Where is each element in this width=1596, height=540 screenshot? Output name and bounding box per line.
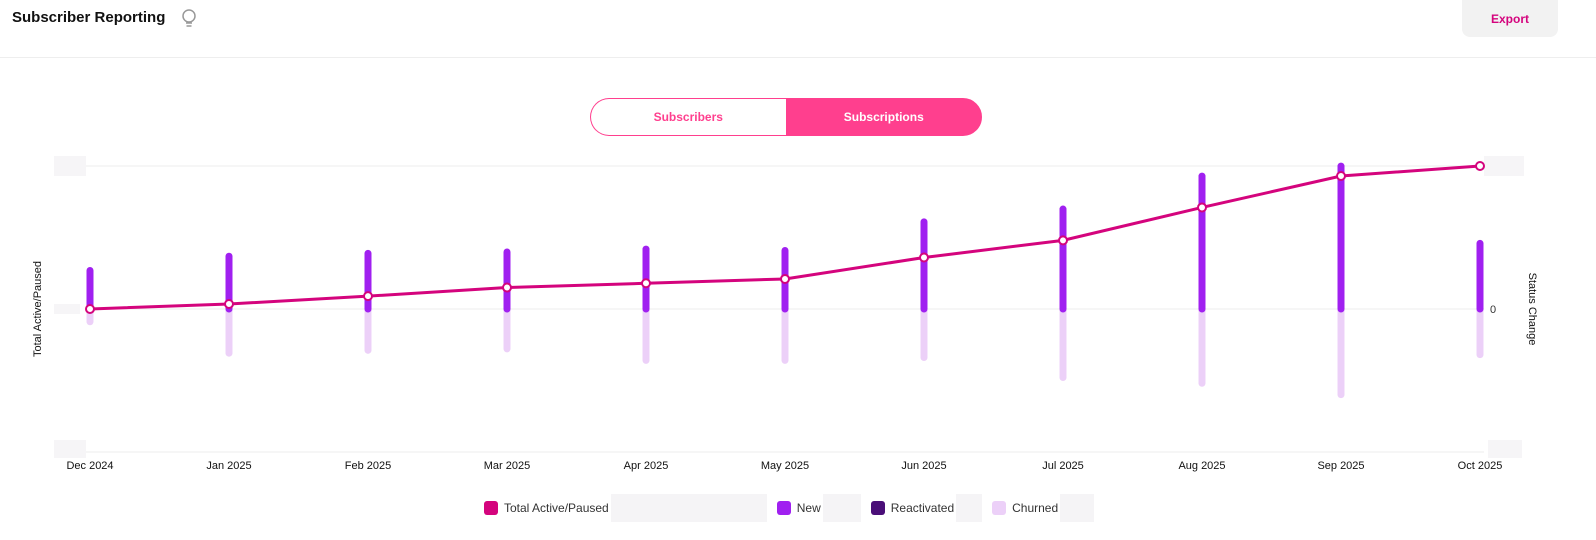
- new-bar-base: [364, 306, 372, 309]
- new-bar-base: [1476, 306, 1484, 309]
- redacted-tick: [1488, 440, 1522, 458]
- new-bar-base: [642, 306, 650, 309]
- total-point: [1475, 161, 1485, 171]
- y-axis-right-label: Status Change: [1526, 273, 1538, 346]
- total-point: [85, 304, 95, 314]
- new-bar-base: [1337, 306, 1345, 309]
- redacted-tick: [1484, 156, 1524, 176]
- header: Subscriber Reporting Export: [0, 0, 1596, 58]
- x-tick-label: Mar 2025: [484, 460, 530, 472]
- total-swatch: [484, 501, 498, 515]
- new-bar-base: [1059, 306, 1067, 309]
- view-toggle: Subscribers Subscriptions: [590, 98, 982, 136]
- legend-label: New: [796, 501, 821, 515]
- redacted-value: [1060, 494, 1095, 522]
- legend-item-reactivated[interactable]: Reactivated: [870, 494, 983, 522]
- x-tick-label: Oct 2025: [1458, 460, 1503, 472]
- y-axis-left-label: Total Active/Paused: [32, 261, 44, 357]
- redacted-tick: [54, 156, 86, 176]
- total-point: [363, 291, 373, 302]
- x-tick-label: Feb 2025: [345, 460, 391, 472]
- reactivated-swatch: [870, 501, 885, 515]
- x-tick-label: May 2025: [761, 460, 809, 472]
- x-tick-label: Sep 2025: [1317, 460, 1364, 472]
- right-tick-label: 0: [1490, 304, 1496, 316]
- x-tick-label: Jun 2025: [901, 460, 946, 472]
- legend-label: Total Active/Paused: [504, 501, 609, 515]
- redacted-tick: [54, 440, 86, 458]
- x-tick-label: Jul 2025: [1042, 460, 1084, 472]
- legend-item-new[interactable]: New: [776, 494, 861, 522]
- legend-label: Reactivated: [890, 501, 955, 515]
- legend-item-churned[interactable]: Churned: [992, 494, 1095, 522]
- total-point: [1058, 235, 1068, 246]
- new-bar-base: [503, 306, 511, 309]
- total-point: [502, 282, 512, 293]
- tab-subscribers[interactable]: Subscribers: [590, 98, 786, 136]
- x-tick-label: Apr 2025: [624, 460, 669, 472]
- new-bar-base: [781, 306, 789, 309]
- churned-swatch: [992, 501, 1007, 515]
- new-bar-base: [1198, 306, 1206, 309]
- legend-item-total[interactable]: Total Active/Paused: [484, 494, 767, 522]
- redacted-value: [610, 494, 767, 522]
- redacted-tick: [54, 304, 80, 314]
- x-tick-label: Jan 2025: [206, 460, 251, 472]
- total-point: [1197, 202, 1207, 213]
- total-point: [641, 278, 651, 289]
- redacted-value: [956, 494, 983, 522]
- legend: Total Active/Paused New Reactivated Chur…: [484, 494, 1104, 522]
- page-title: Subscriber Reporting: [12, 9, 166, 26]
- new-bar-base: [920, 306, 928, 309]
- new-swatch: [776, 501, 791, 515]
- tab-subscriptions[interactable]: Subscriptions: [785, 98, 982, 136]
- export-button[interactable]: Export: [1462, 0, 1558, 37]
- x-tick-label: Aug 2025: [1178, 460, 1225, 472]
- total-point: [1336, 171, 1346, 182]
- chart: 0 Total Active/Paused Status Change Dec 202…: [32, 156, 1538, 472]
- total-point: [919, 252, 929, 263]
- total-point: [780, 273, 790, 284]
- legend-label: Churned: [1012, 501, 1059, 515]
- x-tick-label: Dec 2024: [66, 460, 113, 472]
- redacted-value: [822, 494, 861, 522]
- total-point: [224, 298, 234, 309]
- lightbulb-icon[interactable]: [180, 8, 198, 30]
